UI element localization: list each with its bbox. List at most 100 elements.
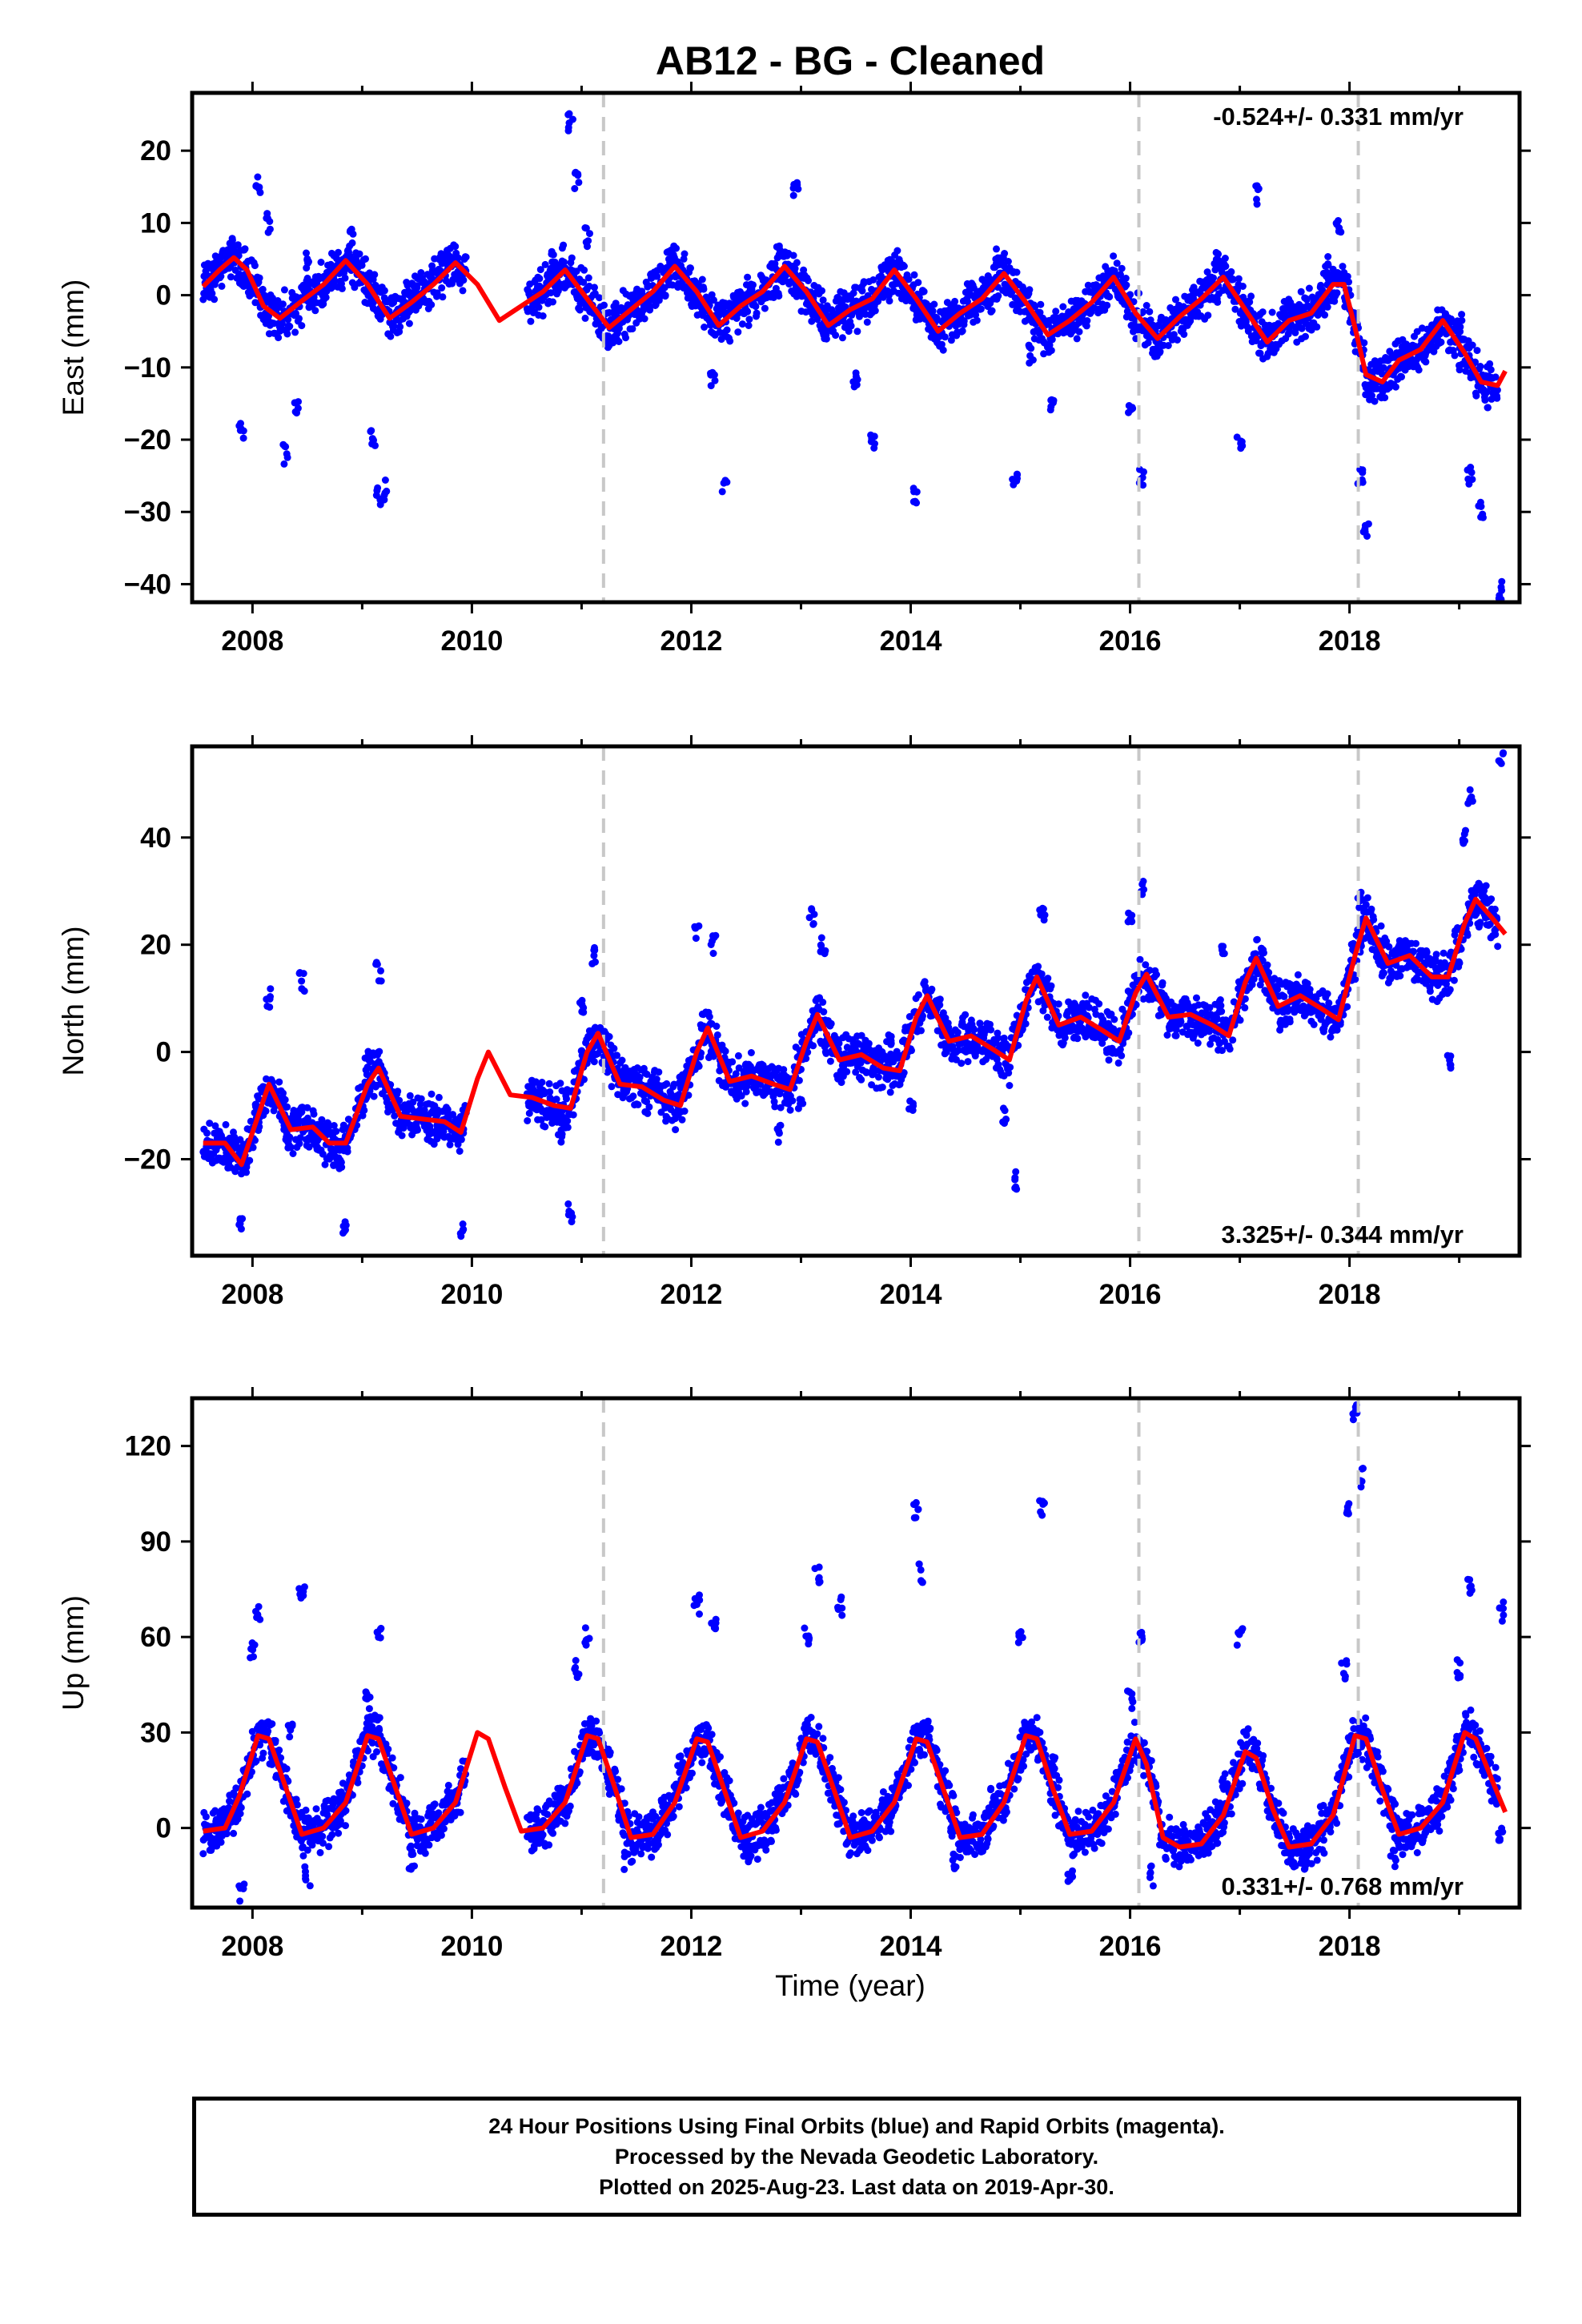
data-point [789, 191, 797, 199]
data-point [1398, 373, 1405, 381]
x-tick-label: 2014 [880, 625, 942, 657]
data-point [560, 258, 568, 266]
data-point [805, 277, 812, 284]
data-point [874, 297, 882, 305]
data-point [865, 1039, 873, 1047]
data-point [734, 1051, 742, 1059]
data-point [1043, 1013, 1051, 1021]
data-point [1082, 991, 1090, 999]
data-point [1004, 258, 1012, 265]
data-point [1103, 301, 1111, 309]
data-point [1022, 1019, 1030, 1027]
data-point [228, 248, 236, 256]
data-point [396, 323, 404, 331]
data-point [640, 315, 648, 323]
data-point [678, 1116, 686, 1124]
data-point [581, 314, 589, 322]
data-point [1241, 1003, 1249, 1011]
data-point [1125, 1029, 1133, 1037]
data-point [646, 306, 654, 314]
data-point [994, 292, 1002, 300]
data-point [977, 305, 985, 313]
data-point [1324, 261, 1332, 269]
data-point [734, 328, 742, 336]
data-point [1214, 298, 1222, 306]
data-point [871, 307, 879, 315]
data-point [634, 1100, 642, 1108]
data-point [1464, 475, 1472, 483]
data-point [551, 258, 559, 266]
data-point [958, 327, 966, 335]
data-point [655, 1068, 663, 1076]
data-point [291, 328, 299, 336]
data-point [1074, 1035, 1082, 1043]
data-point [362, 255, 369, 263]
data-point [275, 1078, 283, 1086]
data-point [1437, 338, 1445, 346]
data-point [962, 1011, 970, 1019]
data-point [455, 254, 462, 262]
data-point [280, 286, 288, 294]
data-point [701, 324, 709, 331]
data-point [380, 287, 388, 295]
data-point [398, 1132, 406, 1140]
data-point [433, 289, 441, 297]
data-point [283, 1103, 291, 1111]
data-point [860, 278, 868, 286]
y-tick-label: −30 [124, 497, 171, 528]
data-point [1026, 286, 1034, 294]
data-point [406, 1092, 414, 1100]
data-point [964, 1058, 972, 1066]
data-point [295, 315, 303, 323]
data-point [939, 346, 947, 354]
data-point [1194, 1039, 1202, 1047]
data-point [541, 260, 549, 268]
data-point [246, 1156, 254, 1164]
data-point [713, 1023, 721, 1030]
data-point [1114, 1059, 1122, 1067]
data-point [713, 1031, 721, 1039]
data-point [832, 332, 840, 340]
data-point [1458, 316, 1466, 324]
data-point [1302, 332, 1309, 340]
data-point [820, 1008, 828, 1015]
data-point [1059, 303, 1067, 311]
data-point [1451, 352, 1459, 360]
data-point [1422, 358, 1430, 366]
data-point [913, 488, 921, 496]
data-point [549, 298, 556, 306]
data-point [809, 1042, 817, 1050]
data-point [1122, 281, 1130, 289]
data-point [789, 184, 797, 192]
data-point [738, 320, 746, 328]
data-point [1321, 311, 1329, 319]
data-point [611, 302, 619, 310]
data-point [729, 1058, 737, 1066]
data-point [235, 270, 243, 278]
data-point [1476, 363, 1484, 370]
data-point [1118, 1051, 1126, 1059]
data-point [539, 312, 547, 320]
data-point [1398, 343, 1406, 351]
data-point [227, 273, 235, 281]
data-point [914, 279, 922, 287]
data-point [303, 264, 311, 272]
data-point [545, 1080, 553, 1088]
data-point [1158, 979, 1166, 987]
data-point [947, 336, 955, 344]
data-point [843, 1068, 851, 1076]
data-point [428, 301, 436, 308]
data-point [576, 306, 584, 314]
data-point [920, 287, 928, 296]
data-point [909, 498, 917, 505]
data-point [572, 168, 580, 176]
data-point [905, 275, 913, 283]
data-point [1227, 267, 1235, 275]
data-point [222, 1120, 230, 1128]
data-point [575, 179, 583, 187]
data-point [960, 317, 968, 325]
data-point [1046, 406, 1054, 414]
data-point [661, 292, 669, 300]
data-point [687, 264, 694, 272]
